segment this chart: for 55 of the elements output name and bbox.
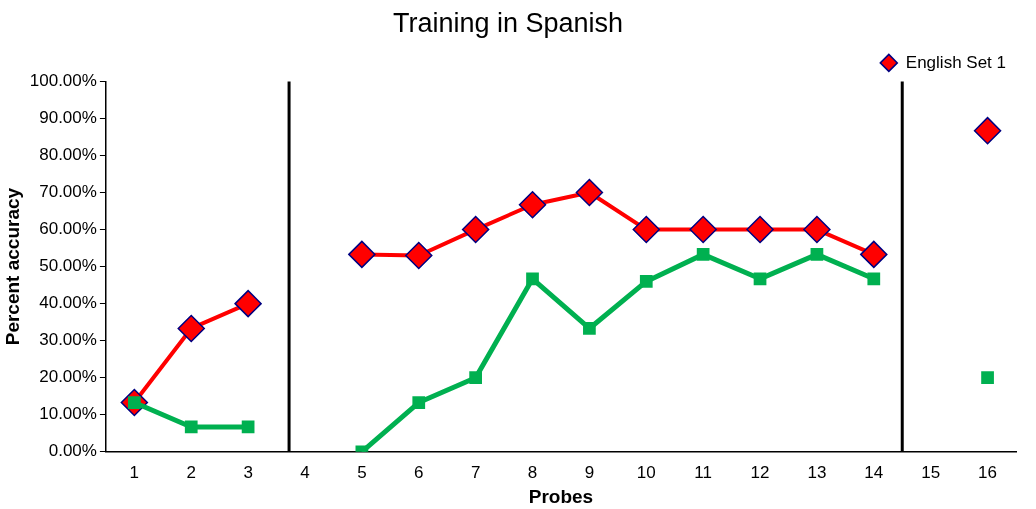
x-tick-label: 16: [978, 462, 998, 482]
y-tick-label: 20.00%: [39, 367, 97, 387]
y-tick-label: 60.00%: [39, 219, 97, 239]
x-tick-label: 14: [864, 462, 884, 482]
x-tick-label: 7: [470, 462, 481, 482]
point: [632, 215, 661, 244]
point: [469, 371, 482, 385]
point: [860, 240, 888, 269]
x-tick-label: 11: [694, 462, 712, 482]
point: [184, 420, 198, 434]
point: [639, 275, 653, 288]
y-tick-label: 70.00%: [39, 182, 97, 202]
y-tick-label: 10.00%: [39, 404, 97, 424]
point: [177, 314, 205, 343]
point: [583, 322, 596, 335]
point: [234, 289, 262, 318]
point: [696, 248, 710, 261]
x-tick-label: 8: [527, 462, 538, 482]
point: [803, 215, 831, 244]
point: [810, 248, 824, 261]
x-tick-label: 1: [129, 462, 140, 482]
point: [981, 371, 994, 385]
y-tick-label: 0.00%: [48, 441, 97, 461]
y-tick-label: 80.00%: [39, 145, 97, 165]
point: [405, 241, 433, 270]
x-tick-label: 10: [636, 462, 656, 482]
x-tick-label: 9: [584, 462, 595, 482]
y-tick-label: 50.00%: [39, 256, 97, 276]
point: [412, 396, 426, 409]
y-axis-title: Percent accuracy: [1, 187, 23, 346]
x-tick-label: 2: [186, 462, 196, 482]
point: [461, 215, 490, 244]
x-tick-label: 5: [357, 462, 367, 482]
point: [746, 215, 774, 244]
y-tick-label: 40.00%: [39, 293, 97, 313]
x-tick-label: 15: [921, 462, 941, 482]
y-tick-label: 30.00%: [39, 330, 97, 350]
point: [753, 272, 767, 286]
chart-title: Training in Spanish: [392, 7, 624, 38]
x-tick-label: 4: [300, 462, 310, 482]
legend-label: English Set 1: [905, 52, 1007, 72]
point: [867, 272, 881, 286]
point: [348, 240, 376, 269]
point: [526, 272, 539, 286]
point: [973, 116, 1002, 145]
point: [575, 178, 604, 207]
x-tick-label: 12: [750, 462, 770, 482]
x-tick-label: 6: [414, 462, 424, 482]
x-axis-title: Probes: [528, 485, 594, 507]
point: [518, 190, 547, 219]
x-tick-label: 3: [243, 462, 253, 482]
y-tick-label: 90.00%: [39, 108, 97, 128]
x-tick-label: 13: [807, 462, 827, 482]
y-tick-label: 100.00%: [29, 71, 97, 91]
point: [689, 215, 717, 244]
